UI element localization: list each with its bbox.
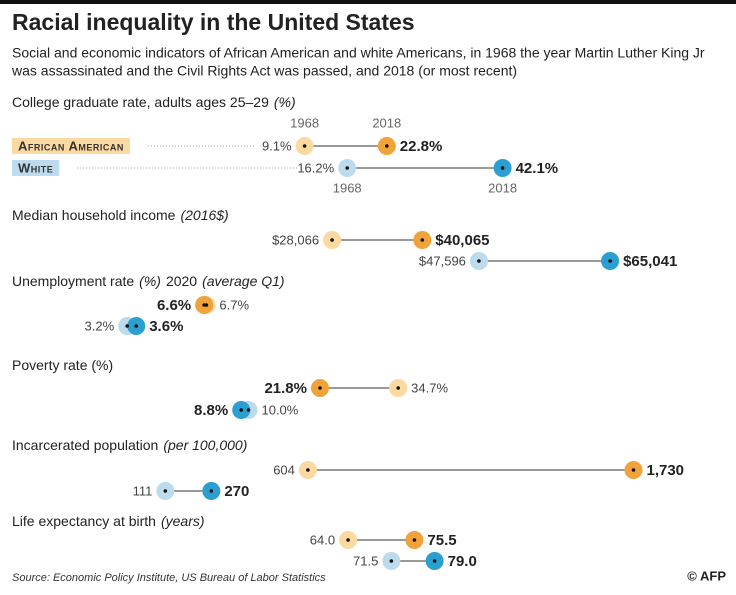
year-caption: 1968 (290, 115, 319, 130)
value-label-recent: $40,065 (435, 232, 489, 249)
value-label-recent: 21.8% (264, 380, 307, 397)
value-label-earlier: 111 (133, 483, 153, 498)
page-title: Racial inequality in the United States (12, 9, 415, 35)
value-label-earlier: 9.1% (262, 138, 292, 153)
value-label-recent: $65,041 (623, 253, 677, 270)
dot-center (330, 238, 334, 242)
dot-center (420, 238, 425, 242)
dot-center (385, 144, 389, 148)
dot-center (209, 489, 214, 493)
title-part: (years) (161, 513, 205, 529)
panel-title: Life expectancy at birth (years) (12, 513, 205, 529)
year-caption: 2018 (488, 180, 517, 195)
dot-center (396, 386, 400, 390)
subtitle-line: Social and economic indicators of Africa… (12, 45, 705, 61)
dot-center (239, 408, 244, 412)
dot-center (134, 324, 139, 328)
title-part: Unemployment rate (12, 273, 134, 289)
value-label-earlier: 71.5 (353, 553, 378, 568)
title-part: (per 100,000) (163, 437, 247, 453)
value-label-earlier: 6.7% (219, 297, 249, 312)
value-label-recent: 270 (224, 483, 249, 500)
year-caption: 1968 (333, 180, 362, 195)
value-label-recent: 6.6% (157, 297, 191, 314)
value-label-earlier: $28,066 (272, 232, 319, 247)
title-part: (%) (139, 273, 161, 289)
value-label-earlier: 3.2% (85, 318, 115, 333)
dot-center (318, 386, 322, 390)
credit: © AFP (687, 568, 726, 583)
top-rule (0, 0, 736, 4)
title-part: (average Q1) (202, 273, 284, 289)
title-part: Median household income (12, 207, 176, 223)
value-label-recent: 22.8% (400, 138, 443, 155)
subtitle-line: was assassinated and the Civil Rights Ac… (11, 63, 517, 79)
value-label-earlier: 64.0 (310, 532, 335, 547)
title-part: 2020 (166, 273, 197, 289)
title-part: Incarcerated population (12, 437, 158, 453)
dot-center (608, 259, 612, 263)
value-label-earlier: 10.0% (261, 402, 298, 417)
dot-center (306, 468, 310, 472)
value-label-recent: 8.8% (194, 402, 228, 419)
title-part: Poverty rate (%) (12, 357, 113, 373)
legend-swatch (12, 160, 60, 176)
title-part: College graduate rate, adults ages 25–29 (12, 94, 269, 110)
dot-center (477, 259, 481, 263)
panel-title: Unemployment rate (%) 2020 (average Q1) (12, 273, 285, 289)
dot-center (302, 144, 307, 148)
panel-title: Median household income (2016$) (12, 207, 229, 223)
value-label-recent: 1,730 (646, 462, 684, 479)
panel-title: Incarcerated population (per 100,000) (12, 437, 247, 453)
value-label-recent: 3.6% (149, 318, 183, 335)
panel-title: College graduate rate, adults ages 25–29… (12, 94, 296, 110)
year-caption: 2018 (372, 115, 401, 130)
value-label-recent: 79.0 (448, 553, 477, 570)
panel-title: Poverty rate (%) (12, 357, 113, 373)
source: Source: Economic Policy Institute, US Bu… (12, 572, 326, 584)
title-part: (%) (274, 94, 296, 110)
dot-center (631, 468, 636, 472)
value-label-recent: 75.5 (427, 532, 456, 549)
dot-center (125, 324, 129, 328)
title-part: (2016$) (180, 207, 228, 223)
value-label-recent: 42.1% (516, 160, 559, 177)
value-label-earlier: $47,596 (419, 253, 466, 268)
dot-center (432, 559, 437, 563)
dot-center (412, 538, 417, 542)
legend-swatch (12, 138, 130, 154)
value-label-earlier: 34.7% (411, 380, 448, 395)
legend-label: White (18, 160, 53, 175)
legend-label: African American (18, 138, 124, 153)
dot-center (346, 538, 350, 542)
title-part: Life expectancy at birth (12, 513, 156, 529)
value-label-earlier: 604 (273, 462, 295, 477)
dot-center (202, 303, 206, 307)
dot-center (389, 559, 394, 563)
dot-center (345, 166, 350, 170)
dot-center (500, 166, 505, 170)
value-label-earlier: 16.2% (297, 160, 334, 175)
dot-center (163, 489, 168, 493)
dot-center (246, 408, 251, 412)
